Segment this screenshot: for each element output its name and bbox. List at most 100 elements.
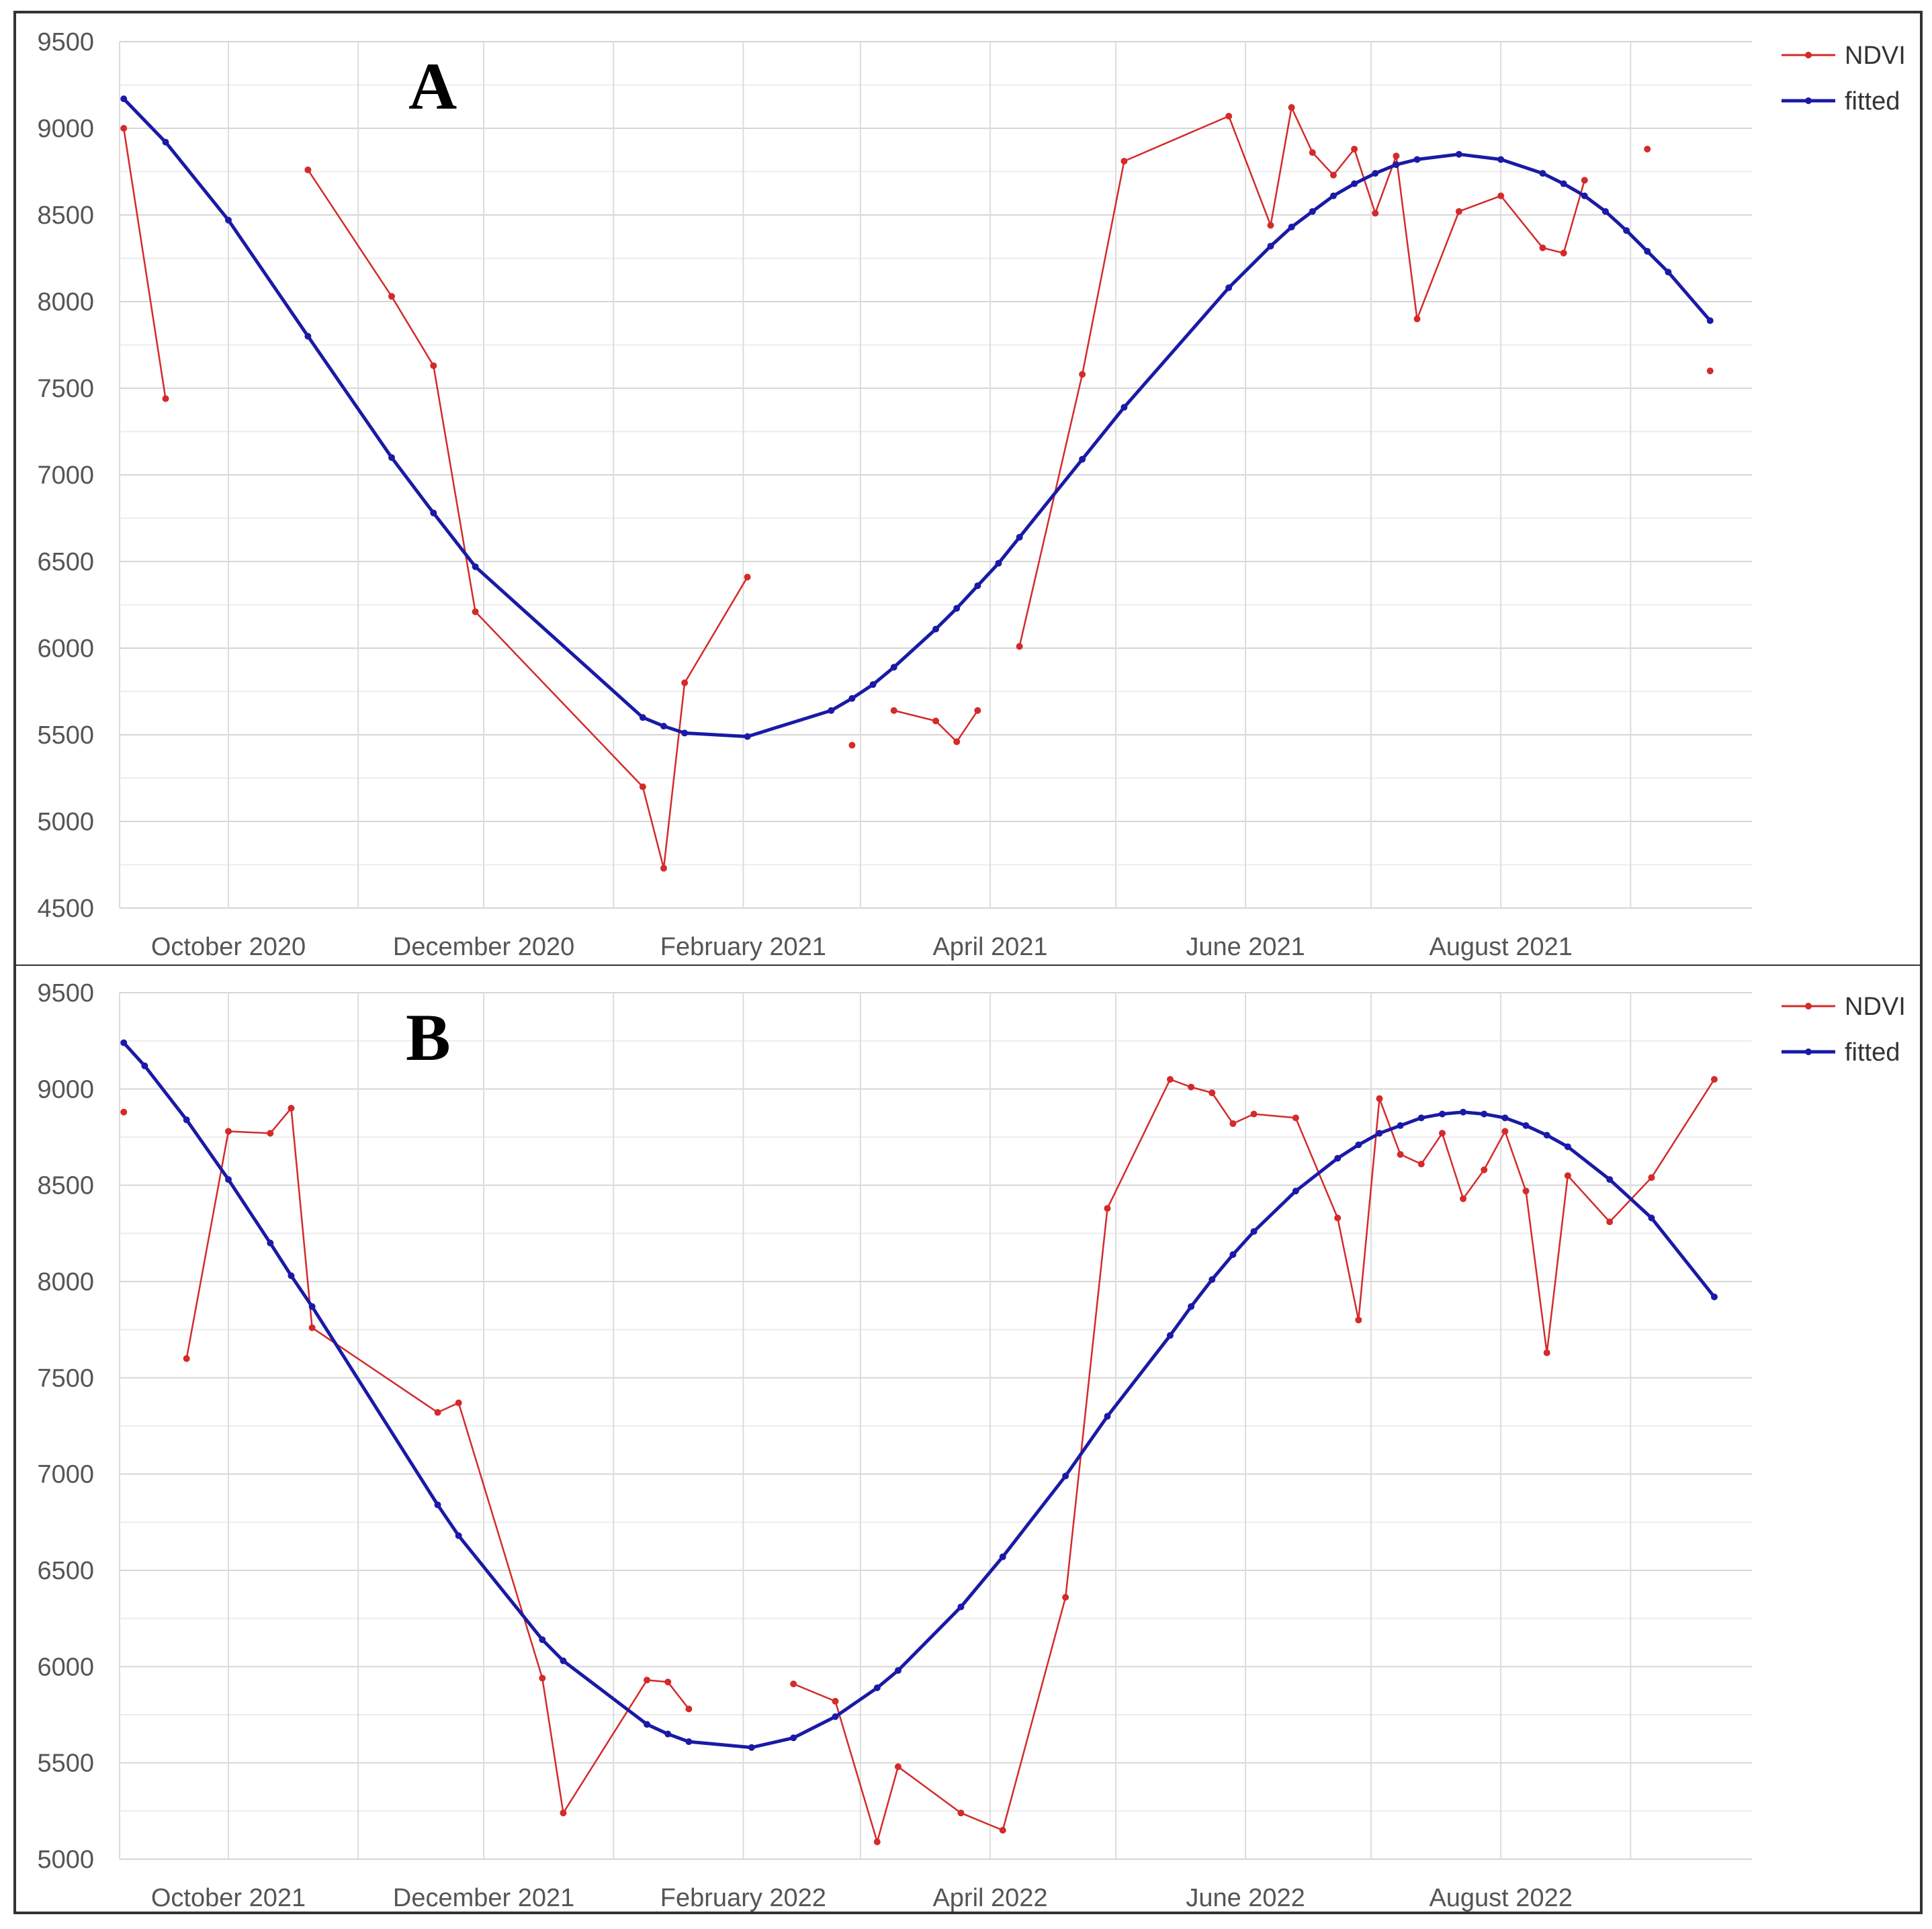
y-tick-label: 8000 (37, 1268, 94, 1296)
fitted-point (1229, 1251, 1237, 1258)
ndvi-point (1376, 1095, 1383, 1102)
series-fitted (120, 1039, 1718, 1751)
ndvi-point (1104, 1205, 1111, 1212)
fitted-line (122, 1041, 1716, 1750)
ndvi-point (1564, 1172, 1571, 1179)
y-tick-label: 9500 (37, 28, 94, 56)
y-tick-label: 5000 (37, 1846, 94, 1874)
panel-label: A (408, 49, 457, 124)
ndvi-point (848, 742, 856, 749)
legend-marker (1805, 1048, 1812, 1055)
ndvi-point (1292, 1114, 1299, 1122)
fitted-point (455, 1532, 462, 1539)
fitted-point (1539, 170, 1546, 177)
fitted-point (1309, 208, 1316, 215)
fitted-point (639, 714, 646, 721)
x-tick-label: February 2021 (660, 933, 826, 961)
x-tick-label: April 2021 (932, 933, 1047, 961)
ndvi-point (472, 608, 479, 615)
fitted-point (1188, 1303, 1195, 1310)
ndvi-point (1250, 1110, 1258, 1118)
fitted-point (685, 1738, 693, 1746)
ndvi-point (560, 1809, 567, 1817)
gridlines (119, 992, 1752, 1860)
x-tick-label: October 2020 (151, 933, 306, 961)
fitted-point (974, 582, 981, 590)
fitted-point (1417, 1114, 1425, 1122)
ndvi-point (744, 574, 751, 581)
fitted-point (472, 563, 479, 570)
series-ndvi (120, 104, 1714, 872)
fitted-point (288, 1272, 295, 1280)
ndvi-point (430, 362, 437, 369)
legend-ndvi-label: NDVI (1845, 42, 1906, 70)
fitted-point (1329, 192, 1337, 199)
ndvi-point (1016, 643, 1023, 650)
chart-b-svg: 5000 5500 6000 6500 7000 7500 8000 8500 9000 9500… (13, 964, 1923, 1914)
ndvi-point (455, 1399, 462, 1406)
ndvi-point (304, 166, 312, 173)
y-tick-label: 5500 (37, 721, 94, 750)
series-fitted (120, 95, 1714, 740)
fitted-point (225, 216, 232, 224)
ndvi-point (1188, 1083, 1195, 1091)
ndvi-line (185, 1107, 690, 1814)
x-axis-labels: October 2020 December 2020 February 2021 Ap… (151, 933, 1573, 961)
legend-ndvi-label: NDVI (1845, 993, 1906, 1021)
ndvi-point (644, 1676, 651, 1684)
fitted-point (848, 694, 856, 702)
ndvi-point (639, 783, 646, 791)
y-tick-label: 6000 (37, 1653, 94, 1681)
fitted-point (1481, 1110, 1488, 1118)
x-tick-label: February 2022 (660, 1884, 826, 1912)
ndvi-point (957, 1809, 965, 1817)
y-tick-label: 7000 (37, 1461, 94, 1489)
y-tick-label: 6500 (37, 1557, 94, 1585)
fitted-point (957, 1603, 965, 1611)
fitted-point (1648, 1214, 1655, 1222)
x-tick-label: December 2021 (393, 1884, 574, 1912)
ndvi-point (974, 707, 981, 714)
ndvi-point (1329, 171, 1337, 179)
fitted-point (999, 1553, 1006, 1560)
fitted-point (790, 1734, 797, 1742)
fitted-point (995, 559, 1002, 567)
fitted-point (1623, 227, 1630, 234)
fitted-point (267, 1239, 274, 1247)
gridlines (119, 41, 1752, 909)
fitted-point (1267, 242, 1274, 250)
y-tick-label: 9500 (37, 979, 94, 1007)
fitted-point (681, 729, 689, 737)
ndvi-point (1397, 1151, 1404, 1158)
ndvi-point (790, 1680, 797, 1688)
fitted-point (1292, 1187, 1299, 1195)
fitted-point (141, 1062, 148, 1069)
ndvi-point (832, 1697, 839, 1705)
ndvi-point (685, 1705, 693, 1713)
y-axis-labels: 5000 5500 6000 6500 7000 7500 8000 8500 9000 9500 (37, 979, 94, 1874)
ndvi-point (1606, 1218, 1614, 1226)
ndvi-point (1481, 1166, 1488, 1173)
ndvi-point (932, 717, 939, 725)
fitted-point (1438, 1110, 1446, 1118)
fitted-point (430, 509, 437, 517)
fitted-point (1062, 1472, 1069, 1480)
legend-marker (1805, 97, 1812, 104)
ndvi-point (1522, 1187, 1530, 1195)
legend: NDVI fitted (1782, 993, 1906, 1067)
fitted-point (1372, 170, 1379, 177)
ndvi-point (894, 1763, 902, 1770)
fitted-point (1665, 269, 1672, 276)
fitted-point (1581, 192, 1588, 199)
ndvi-point (1355, 1316, 1362, 1324)
y-tick-label: 5000 (37, 808, 94, 836)
fitted-point (1564, 1143, 1571, 1151)
ndvi-point (539, 1674, 546, 1682)
ndvi-point (1079, 371, 1086, 378)
ndvi-point (1351, 145, 1358, 152)
ndvi-point (890, 707, 897, 714)
ndvi-point (1460, 1195, 1467, 1202)
x-tick-label: December 2020 (393, 933, 574, 961)
fitted-point (1393, 161, 1400, 169)
fitted-point (869, 681, 877, 688)
